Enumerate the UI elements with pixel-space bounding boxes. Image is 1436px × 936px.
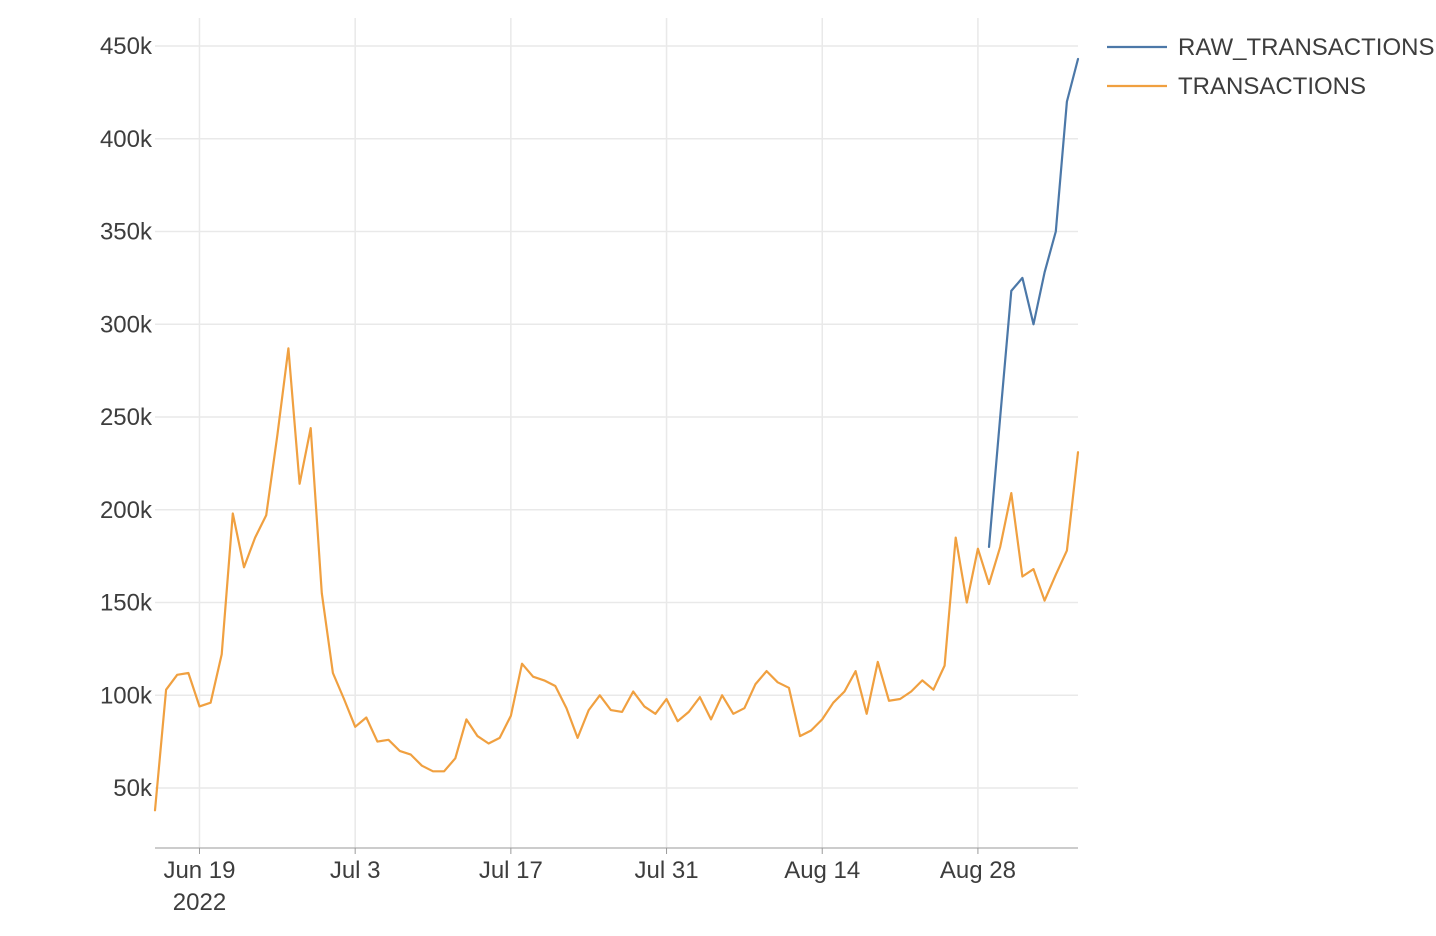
x-tick-sublabel: 2022: [173, 889, 226, 916]
x-tick-label: Jun 19: [163, 857, 235, 884]
x-tick-label: Aug 28: [940, 857, 1016, 884]
legend: RAW_TRANSACTIONS TRANSACTIONS: [1107, 34, 1434, 100]
x-tick-label: Aug 14: [784, 857, 860, 884]
y-tick-label: 450k: [100, 33, 153, 60]
x-tick-label: Jul 3: [330, 857, 381, 884]
series-line-transactions: [153, 347, 1080, 812]
x-gridlines: [198, 18, 979, 848]
series-line-raw-transactions: [987, 57, 1080, 549]
y-axis-tick-labels: 50k 100k 150k 200k 250k 300k 350k 400k 450k: [100, 33, 153, 802]
y-tick-label: 200k: [100, 497, 153, 524]
x-tick-label: Jul 31: [635, 857, 699, 884]
y-tick-label: 250k: [100, 404, 153, 431]
y-tick-label: 100k: [100, 682, 153, 709]
y-tick-label: 50k: [113, 775, 153, 802]
series-lines: [153, 57, 1080, 812]
x-axis: Jun 19 2022 Jul 3 Jul 17 Jul 31 Aug 14 Aug 28: [155, 847, 1078, 916]
y-gridlines: [155, 45, 1078, 789]
y-tick-label: 150k: [100, 590, 153, 617]
legend-label: RAW_TRANSACTIONS: [1178, 34, 1434, 61]
y-tick-label: 400k: [100, 126, 153, 153]
legend-label: TRANSACTIONS: [1178, 73, 1366, 100]
x-tick-label: Jul 17: [479, 857, 543, 884]
y-tick-label: 350k: [100, 219, 153, 246]
y-tick-label: 300k: [100, 311, 153, 338]
